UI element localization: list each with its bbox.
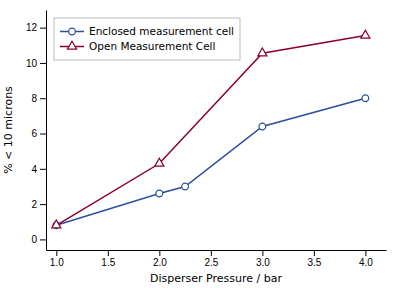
x-tick-label: 4.0 xyxy=(359,257,373,268)
legend: Enclosed measurement cell Open Measuremen… xyxy=(54,18,240,60)
x-tick: 3.0 xyxy=(256,250,270,268)
x-axis-title: Disperser Pressure / bar xyxy=(150,272,282,285)
x-axis-line xyxy=(47,250,387,251)
y-tick-label: 0 xyxy=(31,234,37,245)
x-tick: 4.0 xyxy=(359,250,373,268)
y-tick: 0 xyxy=(31,234,46,245)
data-point xyxy=(361,30,370,38)
y-tick-mark xyxy=(40,239,46,240)
x-tick-mark xyxy=(211,250,212,256)
y-tick-mark xyxy=(40,204,46,205)
x-tick: 3.5 xyxy=(307,250,321,268)
x-tick-mark xyxy=(56,250,57,256)
chart: 1.0 1.5 2.0 2.5 3.0 3.5 4.0 0 2 4 6 8 10 12 Enclosed m… xyxy=(0,0,400,288)
y-tick-label: 4 xyxy=(31,164,37,175)
y-tick-label: 10 xyxy=(26,58,38,69)
legend-label: Enclosed measurement cell xyxy=(89,25,234,37)
x-tick-label: 1.0 xyxy=(50,257,64,268)
x-tick: 2.5 xyxy=(204,250,218,268)
y-tick: 12 xyxy=(26,22,46,33)
x-tick-label: 3.0 xyxy=(256,257,270,268)
legend-box xyxy=(54,18,240,60)
y-axis: 0 2 4 6 8 10 12 xyxy=(26,11,47,251)
x-tick-mark xyxy=(108,250,109,256)
x-tick-mark xyxy=(314,250,315,256)
x-tick-mark xyxy=(365,250,366,256)
y-tick-mark xyxy=(40,98,46,99)
legend-swatch-marker xyxy=(67,41,76,49)
y-tick: 10 xyxy=(26,58,46,69)
y-tick-mark xyxy=(40,63,46,64)
y-tick: 6 xyxy=(31,128,46,139)
data-point xyxy=(156,190,163,197)
y-tick: 4 xyxy=(31,164,46,175)
x-tick: 1.0 xyxy=(50,250,64,268)
x-tick: 2.0 xyxy=(153,250,167,268)
x-tick-label: 1.5 xyxy=(101,257,115,268)
y-tick: 2 xyxy=(31,199,46,210)
y-tick-mark xyxy=(40,169,46,170)
data-point xyxy=(259,123,266,130)
y-tick-label: 2 xyxy=(31,199,37,210)
data-point xyxy=(258,48,267,56)
x-tick-label: 2.0 xyxy=(153,257,167,268)
y-tick-label: 12 xyxy=(26,22,38,33)
x-axis: 1.0 1.5 2.0 2.5 3.0 3.5 4.0 xyxy=(47,250,387,268)
x-tick-label: 3.5 xyxy=(307,257,321,268)
series-line xyxy=(56,36,365,226)
data-point xyxy=(155,158,164,166)
series xyxy=(53,95,369,229)
x-tick-mark xyxy=(159,250,160,256)
y-tick-mark xyxy=(40,134,46,135)
y-tick-label: 6 xyxy=(31,128,37,139)
legend-swatch-marker xyxy=(69,28,76,35)
y-tick-label: 8 xyxy=(31,93,37,104)
x-tick-label: 2.5 xyxy=(204,257,218,268)
y-axis-line xyxy=(46,11,47,251)
legend-label: Open Measurement Cell xyxy=(89,40,215,52)
plot-area: 1.0 1.5 2.0 2.5 3.0 3.5 4.0 0 2 4 6 8 10 12 Enclosed m… xyxy=(26,11,387,269)
legend-item: Enclosed measurement cell xyxy=(60,25,234,37)
y-axis-title: % < 10 microns xyxy=(2,86,15,174)
series-line xyxy=(56,98,365,225)
y-tick: 8 xyxy=(31,93,46,104)
x-tick-mark xyxy=(262,250,263,256)
data-point xyxy=(52,220,61,228)
data-point xyxy=(362,95,369,102)
x-tick: 1.5 xyxy=(101,250,115,268)
y-tick-mark xyxy=(40,28,46,29)
legend-item: Open Measurement Cell xyxy=(60,40,215,52)
data-point xyxy=(182,183,189,190)
